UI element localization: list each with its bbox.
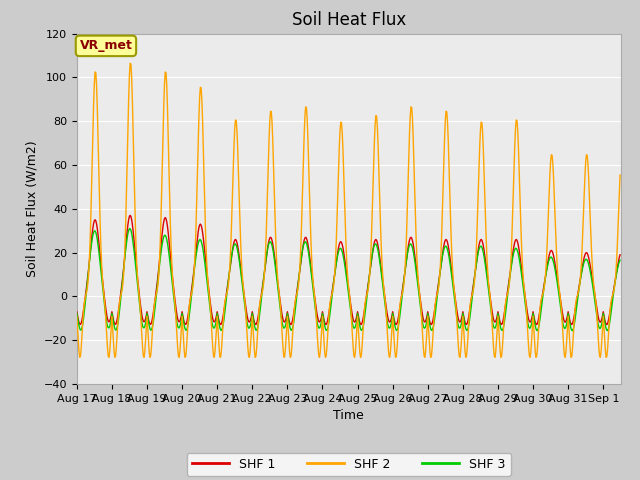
- Y-axis label: Soil Heat Flux (W/m2): Soil Heat Flux (W/m2): [25, 141, 38, 277]
- Title: Soil Heat Flux: Soil Heat Flux: [292, 11, 406, 29]
- Text: VR_met: VR_met: [79, 39, 132, 52]
- Legend: SHF 1, SHF 2, SHF 3: SHF 1, SHF 2, SHF 3: [187, 453, 511, 476]
- X-axis label: Time: Time: [333, 409, 364, 422]
